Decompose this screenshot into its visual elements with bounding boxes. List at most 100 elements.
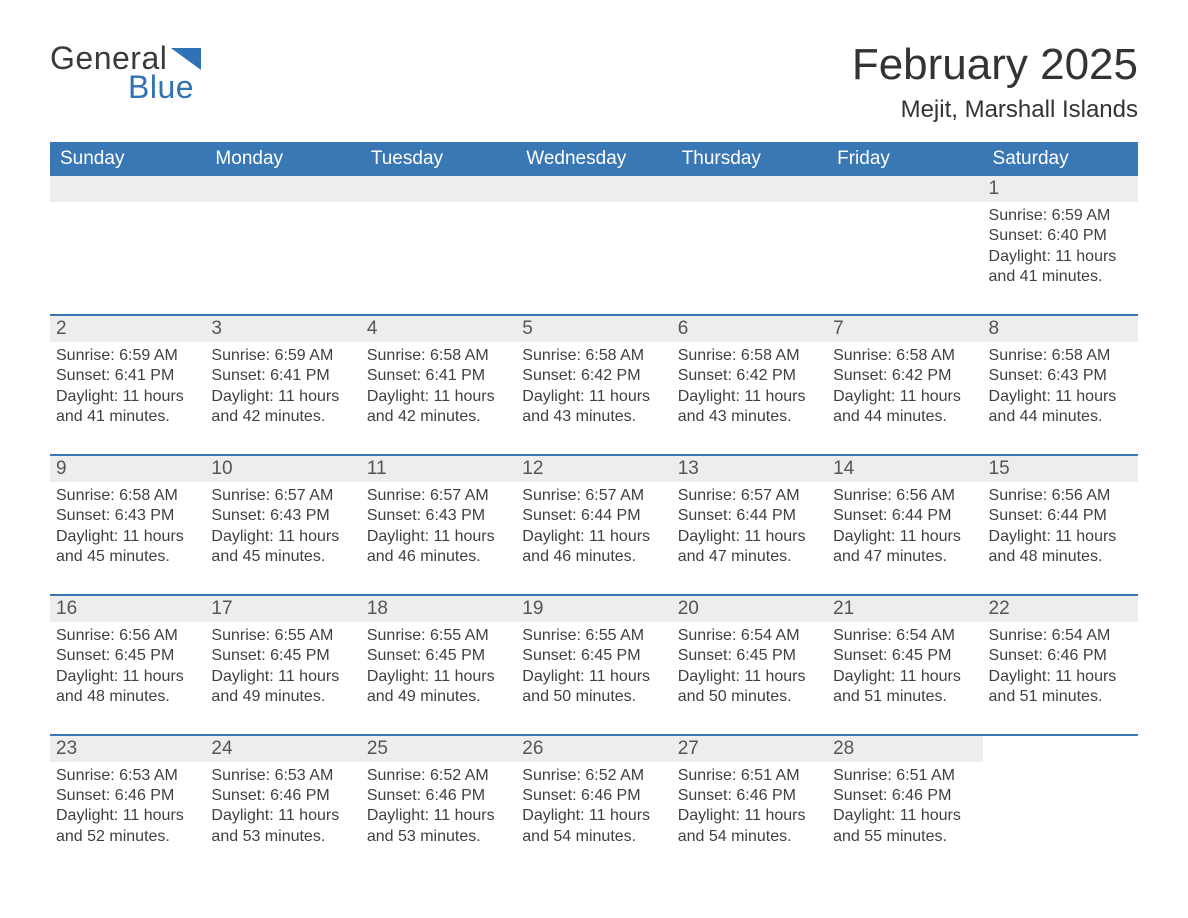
calendar-day-cell: 16 Sunrise: 6:56 AMSunset: 6:45 PMDayligh… — [50, 595, 205, 735]
calendar-day-cell: 10Sunrise: 6:57 AMSunset: 6:43 PMDayligh… — [205, 455, 360, 595]
calendar-day-cell: 2Sunrise: 6:59 AMSunset: 6:41 PMDaylight… — [50, 315, 205, 455]
location: Mejit, Marshall Islands — [852, 96, 1138, 124]
day-number: 2 — [50, 316, 205, 342]
calendar-day-cell: 25 Sunrise: 6:52 AMSunset: 6:46 PMDayligh… — [361, 735, 516, 874]
calendar-header-row: SundayMondayTuesdayWednesdayThursdayFrid… — [50, 142, 1138, 176]
calendar-table: SundayMondayTuesdayWednesdayThursdayFrid… — [50, 142, 1138, 873]
day-info: Sunrise: 6:53 AMSunset: 6:46 PMDaylight:… — [56, 766, 199, 848]
day-number: 25 — [361, 736, 516, 762]
header: General Blue February 2025 Mejit, Marsha… — [50, 40, 1138, 124]
day-info: Sunrise: 6:51 AMSunset: 6:46 PMDaylight:… — [833, 766, 976, 848]
day-info: Sunrise: 6:51 AMSunset: 6:46 PMDaylight:… — [678, 766, 821, 848]
logo-triangle-icon — [171, 48, 201, 70]
day-number: 26 — [516, 736, 671, 762]
day-number: 17 — [205, 596, 360, 622]
calendar-day-cell: 12 Sunrise: 6:57 AMSunset: 6:44 PMDayligh… — [516, 455, 671, 595]
month-title: February 2025 — [852, 40, 1138, 90]
day-info: Sunrise: 6:55 AMSunset: 6:45 PMDaylight:… — [211, 626, 354, 708]
day-info: Sunrise: 6:58 AMSunset: 6:43 PMDaylight:… — [56, 486, 199, 568]
weekday-header: Sunday — [50, 142, 205, 176]
calendar-day-cell — [827, 176, 982, 315]
calendar-day-cell: 15 Sunrise: 6:56 AMSunset: 6:44 PMDayligh… — [983, 455, 1138, 595]
calendar-week-row: 2Sunrise: 6:59 AMSunset: 6:41 PMDaylight… — [50, 315, 1138, 455]
calendar-day-cell: 27 Sunrise: 6:51 AMSunset: 6:46 PMDayligh… — [672, 735, 827, 874]
day-info: Sunrise: 6:58 AMSunset: 6:42 PMDaylight:… — [833, 346, 976, 428]
calendar-day-cell: 28Sunrise: 6:51 AMSunset: 6:46 PMDayligh… — [827, 735, 982, 874]
day-number: 16 — [50, 596, 205, 622]
calendar-day-cell — [205, 176, 360, 315]
weekday-header: Saturday — [983, 142, 1138, 176]
day-number: 13 — [672, 456, 827, 482]
calendar-day-cell: 8Sunrise: 6:58 AMSunset: 6:43 PMDaylight… — [983, 315, 1138, 455]
calendar-day-cell — [361, 176, 516, 315]
calendar-day-cell: 24Sunrise: 6:53 AMSunset: 6:46 PMDayligh… — [205, 735, 360, 874]
calendar-day-cell: 13 Sunrise: 6:57 AMSunset: 6:44 PMDayligh… — [672, 455, 827, 595]
day-number: 11 — [361, 456, 516, 482]
day-number: 9 — [50, 456, 205, 482]
calendar-day-cell: 11 Sunrise: 6:57 AMSunset: 6:43 PMDayligh… — [361, 455, 516, 595]
weekday-header: Wednesday — [516, 142, 671, 176]
calendar-day-cell: 21 Sunrise: 6:54 AMSunset: 6:45 PMDayligh… — [827, 595, 982, 735]
day-number: 27 — [672, 736, 827, 762]
calendar-day-cell: 14 Sunrise: 6:56 AMSunset: 6:44 PMDayligh… — [827, 455, 982, 595]
empty-day-stripe — [516, 176, 671, 202]
day-info: Sunrise: 6:55 AMSunset: 6:45 PMDaylight:… — [522, 626, 665, 708]
weekday-header: Monday — [205, 142, 360, 176]
calendar-day-cell: 26 Sunrise: 6:52 AMSunset: 6:46 PMDayligh… — [516, 735, 671, 874]
day-number: 20 — [672, 596, 827, 622]
calendar-day-cell: 7Sunrise: 6:58 AMSunset: 6:42 PMDaylight… — [827, 315, 982, 455]
day-number: 15 — [983, 456, 1138, 482]
day-info: Sunrise: 6:59 AMSunset: 6:40 PMDaylight:… — [989, 206, 1132, 288]
calendar-day-cell: 1Sunrise: 6:59 AMSunset: 6:40 PMDaylight… — [983, 176, 1138, 315]
calendar-day-cell — [516, 176, 671, 315]
empty-day-stripe — [672, 176, 827, 202]
calendar-week-row: 16 Sunrise: 6:56 AMSunset: 6:45 PMDayligh… — [50, 595, 1138, 735]
day-number: 23 — [50, 736, 205, 762]
day-info: Sunrise: 6:52 AMSunset: 6:46 PMDaylight:… — [367, 766, 510, 848]
logo-word-blue: Blue — [128, 69, 194, 106]
day-number: 18 — [361, 596, 516, 622]
day-info: Sunrise: 6:58 AMSunset: 6:41 PMDaylight:… — [367, 346, 510, 428]
day-number: 4 — [361, 316, 516, 342]
day-info: Sunrise: 6:57 AMSunset: 6:44 PMDaylight:… — [678, 486, 821, 568]
day-number: 14 — [827, 456, 982, 482]
empty-day-stripe — [361, 176, 516, 202]
day-info: Sunrise: 6:56 AMSunset: 6:45 PMDaylight:… — [56, 626, 199, 708]
day-info: Sunrise: 6:55 AMSunset: 6:45 PMDaylight:… — [367, 626, 510, 708]
day-info: Sunrise: 6:52 AMSunset: 6:46 PMDaylight:… — [522, 766, 665, 848]
day-number: 21 — [827, 596, 982, 622]
calendar-day-cell: 23 Sunrise: 6:53 AMSunset: 6:46 PMDayligh… — [50, 735, 205, 874]
logo: General Blue — [50, 40, 201, 106]
calendar-day-cell: 9 Sunrise: 6:58 AMSunset: 6:43 PMDaylight… — [50, 455, 205, 595]
day-number: 19 — [516, 596, 671, 622]
day-number: 5 — [516, 316, 671, 342]
day-info: Sunrise: 6:56 AMSunset: 6:44 PMDaylight:… — [833, 486, 976, 568]
day-info: Sunrise: 6:56 AMSunset: 6:44 PMDaylight:… — [989, 486, 1132, 568]
weekday-header: Friday — [827, 142, 982, 176]
calendar-day-cell: 4 Sunrise: 6:58 AMSunset: 6:41 PMDaylight… — [361, 315, 516, 455]
weekday-header: Tuesday — [361, 142, 516, 176]
calendar-day-cell: 18 Sunrise: 6:55 AMSunset: 6:45 PMDayligh… — [361, 595, 516, 735]
day-number: 8 — [983, 316, 1138, 342]
calendar-day-cell — [672, 176, 827, 315]
day-number: 10 — [205, 456, 360, 482]
day-info: Sunrise: 6:57 AMSunset: 6:44 PMDaylight:… — [522, 486, 665, 568]
day-number: 12 — [516, 456, 671, 482]
calendar-day-cell: 22Sunrise: 6:54 AMSunset: 6:46 PMDayligh… — [983, 595, 1138, 735]
empty-day-stripe — [205, 176, 360, 202]
day-info: Sunrise: 6:54 AMSunset: 6:46 PMDaylight:… — [989, 626, 1132, 708]
calendar-week-row: 1Sunrise: 6:59 AMSunset: 6:40 PMDaylight… — [50, 176, 1138, 315]
calendar-day-cell: 6Sunrise: 6:58 AMSunset: 6:42 PMDaylight… — [672, 315, 827, 455]
calendar-day-cell — [50, 176, 205, 315]
calendar-day-cell: 17 Sunrise: 6:55 AMSunset: 6:45 PMDayligh… — [205, 595, 360, 735]
calendar-week-row: 23 Sunrise: 6:53 AMSunset: 6:46 PMDayligh… — [50, 735, 1138, 874]
calendar-day-cell: 3Sunrise: 6:59 AMSunset: 6:41 PMDaylight… — [205, 315, 360, 455]
day-number: 3 — [205, 316, 360, 342]
title-block: February 2025 Mejit, Marshall Islands — [852, 40, 1138, 124]
empty-day-stripe — [50, 176, 205, 202]
day-number: 24 — [205, 736, 360, 762]
day-info: Sunrise: 6:57 AMSunset: 6:43 PMDaylight:… — [367, 486, 510, 568]
day-info: Sunrise: 6:54 AMSunset: 6:45 PMDaylight:… — [833, 626, 976, 708]
calendar-day-cell: 19 Sunrise: 6:55 AMSunset: 6:45 PMDayligh… — [516, 595, 671, 735]
day-info: Sunrise: 6:54 AMSunset: 6:45 PMDaylight:… — [678, 626, 821, 708]
